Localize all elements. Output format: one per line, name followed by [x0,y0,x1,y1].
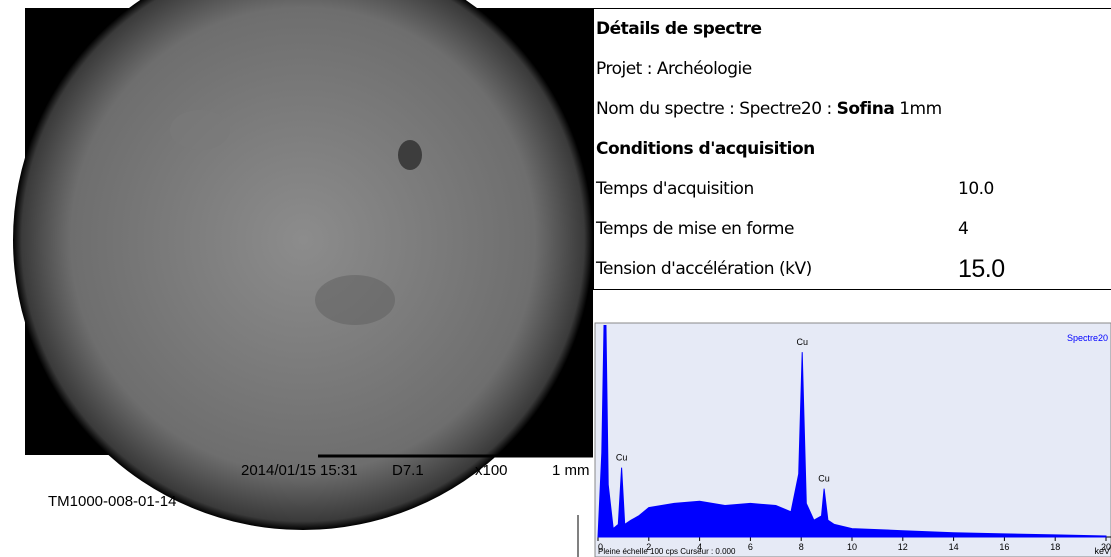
x-tick-label: 20 [1101,542,1111,552]
row-label: Temps de mise en forme [596,219,794,239]
sem-blob [170,110,230,150]
info-date: 2014/01/15 [241,462,317,479]
row-value: 4 [958,219,969,239]
x-tick-label: 0 [598,542,603,552]
details-title: Détails de spectre [596,19,762,39]
details-table: Détails de spectre Projet : Archéologie … [593,8,1111,290]
row-label: Temps d'acquisition [596,179,754,199]
conditions-title: Conditions d'acquisition [596,139,815,159]
spectrum-plot: 0 2 4 6 8 10 12 14 16 18 20 Cu Cu Cu Spectre20 keV Plein… [597,325,1111,556]
peak-label: Cu [616,453,628,463]
info-magnification: x100 [475,462,508,479]
spectrum-title: Spectre20 [1067,333,1108,343]
project: Projet : Archéologie [596,59,752,79]
row-value: 10.0 [958,179,994,199]
sem-blob [398,140,422,170]
x-tick-label: 4 [697,542,702,552]
row-value: 15.0 [958,254,1005,283]
x-tick-label: 2 [646,542,651,552]
spectrum-footer: Pleine échelle 100 cps Curseur : 0.000 [598,547,736,556]
x-unit: keV [1094,546,1110,556]
sem-blob [315,275,395,325]
x-tick-label: 16 [999,542,1009,552]
name-prefix: Nom du spectre : Spectre20 : [596,99,832,119]
x-tick-label: 12 [898,542,908,552]
info-time: 15:31 [320,462,358,479]
x-tick-label: 18 [1050,542,1060,552]
name-bold: Sofina [836,99,895,119]
row-label: Tension d'accélération (kV) [596,259,812,279]
x-tick-label: 14 [949,542,959,552]
sem-image [13,0,593,530]
x-tick-label: 8 [799,542,804,552]
spectrum [597,325,1107,538]
info-scale: 1 mm [552,462,590,479]
info-detector: D7.1 [392,462,424,479]
caption: TM1000-008-01-14 [48,493,177,510]
x-tick-label: 10 [847,542,857,552]
peak-label: Cu [818,474,830,484]
x-tick-label: 6 [748,542,753,552]
name-suffix: 1mm [899,99,942,119]
peak-label: Cu [796,337,808,347]
